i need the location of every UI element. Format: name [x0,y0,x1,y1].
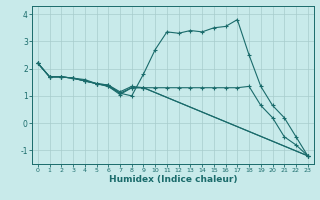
X-axis label: Humidex (Indice chaleur): Humidex (Indice chaleur) [108,175,237,184]
